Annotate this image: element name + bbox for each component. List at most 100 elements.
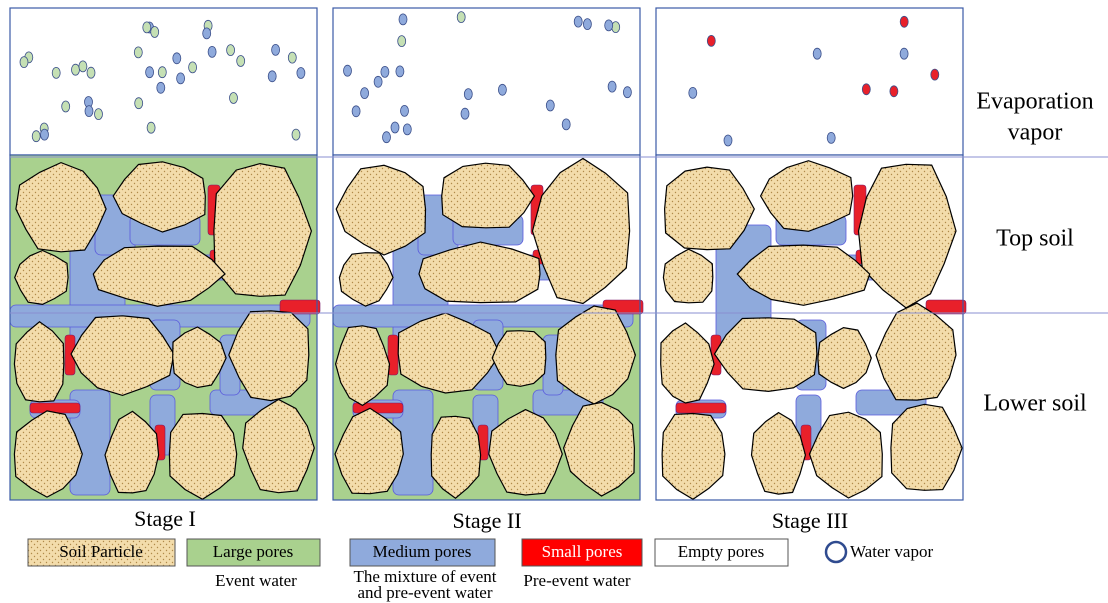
stage-label: Stage II [452,508,521,533]
stage-panel [655,7,967,501]
vapor-dot [688,87,698,99]
vapor-dot [19,56,29,68]
soil-particle [817,326,872,390]
vapor-dot [899,47,909,60]
soil-border [9,154,318,501]
soil-particle [531,157,631,305]
vapor-dot [271,44,281,56]
vapor-dot [380,66,390,78]
vapor-dot [382,131,391,144]
small-pore [29,402,81,414]
vapor-dot [145,66,155,79]
vapor-dot [86,66,96,79]
vapor-dot [930,68,940,81]
vapor-dot [706,35,716,47]
soil-border [332,154,641,501]
soil-particle [857,163,957,309]
vapor-dot [497,83,507,96]
soil-area [332,154,644,501]
legend-label: Soil Particle [59,542,143,561]
vapor-dot [723,134,733,147]
vapor-box [655,7,964,156]
soil-particle [213,162,313,297]
soil-border [655,154,964,501]
vapor-dot [296,67,306,79]
vapor-dot [463,88,473,100]
small-pore [675,402,727,414]
vapor-dot [133,46,143,59]
vapor-dot [400,105,409,117]
vapor-dot [176,72,186,85]
vapor-dot [156,81,166,94]
vapor-dot [40,128,49,141]
vapor-dot [622,86,632,99]
soil-area [9,154,321,501]
legend-label: Water vapor [850,542,933,561]
vapor-dot [78,60,88,73]
soil-particle [112,161,206,233]
vapor-dot [561,118,571,131]
soil-particle [92,245,226,307]
vapor-dot [142,21,152,34]
vapor-dot [71,63,80,76]
legend-note: Pre-event water [523,571,630,590]
soil-particle [13,321,65,403]
vapor-dot [146,121,156,134]
vapor-dot [31,130,41,143]
legend-swatch [521,538,643,567]
soil-particle [335,164,427,256]
vapor-dot [61,100,71,113]
soil-particle [759,160,854,232]
vapor-dot [826,131,836,144]
soil-particle [168,412,238,500]
vapor-dot [889,85,899,98]
soil-particle [875,302,957,401]
soil-particle [441,162,536,229]
legend-note: Event water [215,571,297,590]
soil-particle [70,315,175,397]
legend-note: The mixture of event [353,567,496,586]
vapor-dot [236,55,246,67]
vapor-dot [573,15,583,28]
soil-particle [397,312,501,394]
soil-particle [736,244,871,306]
soil-particle [663,166,755,251]
vapor-dot [899,15,909,28]
layer-label: vapor [1008,120,1063,146]
soil-particle [14,249,69,306]
vapor-dot [373,75,383,88]
stage-label: Stage I [134,506,196,531]
vapor-dot [390,121,400,134]
vapor-dot [267,70,277,83]
legend-label: Large pores [213,542,293,561]
soil-particle [555,305,637,405]
vapor-dot [545,99,555,112]
layer-label: Evaporation [976,89,1093,115]
layer-label: Top soil [996,226,1074,252]
soil-particle [418,241,541,304]
vapor-dot [157,66,167,79]
soil-particle [104,410,160,494]
soil-particle [172,326,227,389]
soil-particle [334,325,391,407]
vapor-dot [51,67,61,79]
stage-panel [332,7,644,501]
vapor-dot [150,26,160,38]
soil-particle [660,322,715,404]
legend: Soil Particle Large pores Medium pores S… [27,538,933,602]
legend-swatch [824,540,848,564]
vapor-dot [395,65,405,78]
vapor-dot [94,108,103,120]
legend-label: Small pores [542,542,623,561]
vapor-dot [134,97,144,110]
vapor-dot [398,13,408,26]
vapor-dot [402,123,412,136]
vapor-box [332,7,641,156]
vapor-dot [351,105,361,118]
soil-particle [562,401,636,497]
legend-label: Empty pores [678,542,764,561]
soil-particle [661,412,726,501]
vapor-dot [188,61,198,74]
vapor-box [9,7,318,156]
vapor-dot [291,128,301,141]
